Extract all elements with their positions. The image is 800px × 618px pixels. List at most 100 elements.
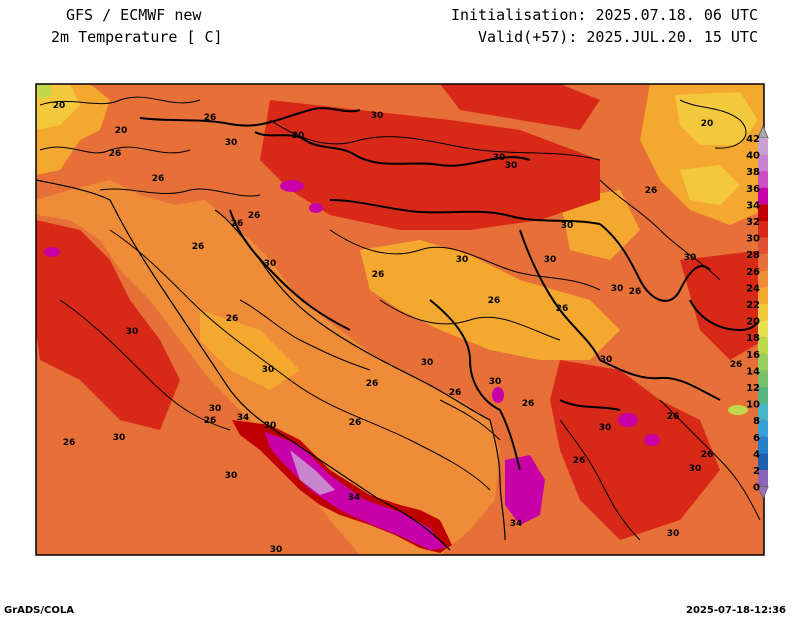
- contour-label: 30: [544, 255, 557, 265]
- contour-label-layer: 20 20 26 30 30 26 26 26 26 26 30 26 30 2…: [53, 101, 743, 555]
- contour-label: 30: [270, 545, 283, 555]
- contour-label: 26: [231, 219, 244, 229]
- contour-label: 30: [225, 138, 238, 148]
- contour-label: 30: [113, 433, 126, 443]
- contour-label: 30: [600, 355, 613, 365]
- colorbar-swatch: [758, 370, 768, 387]
- contour-label: 30: [493, 153, 506, 163]
- colorbar-arrow-down: [757, 486, 769, 500]
- colorbar-label: 8: [753, 416, 760, 427]
- colorbar-swatch: [758, 470, 768, 487]
- colorbar-label: 0: [753, 483, 760, 494]
- colorbar-label: 34: [746, 200, 760, 211]
- colorbar-label: 14: [746, 366, 760, 377]
- country-borders: [139, 107, 765, 471]
- colorbar-label: 10: [746, 400, 760, 411]
- contour-label: 26: [645, 186, 658, 196]
- colorbar-label: 38: [746, 167, 760, 178]
- contour-label: 26: [556, 304, 569, 314]
- contour-label: 26: [488, 296, 501, 306]
- contour-label: 26: [63, 438, 76, 448]
- contour-label: 30: [456, 255, 469, 265]
- colorbar-label: 22: [746, 300, 760, 311]
- contour-label: 30: [561, 221, 574, 231]
- contour-label: 26: [192, 242, 205, 252]
- contour-label: 30: [599, 423, 612, 433]
- variable-title: 2m Temperature [ C]: [51, 28, 223, 46]
- colorbar-swatch: [758, 171, 768, 188]
- colorbar-swatch: [758, 403, 768, 421]
- colorbar-swatch: [758, 287, 768, 304]
- footer-timestamp: 2025-07-18-12:36: [686, 605, 786, 616]
- colorbar-swatch: [758, 337, 768, 354]
- contour-label: 26: [248, 211, 261, 221]
- colorbar-swatch: [758, 270, 768, 288]
- contour-label: 30: [264, 421, 277, 431]
- contour-label: 26: [701, 450, 714, 460]
- colorbar-label: 18: [746, 333, 760, 344]
- colorbar-label: 32: [746, 217, 760, 228]
- contour-label: 30: [489, 377, 502, 387]
- colorbar-label: 28: [746, 250, 760, 261]
- contour-label: 26: [629, 287, 642, 297]
- footer-software: GrADS/COLA: [4, 605, 74, 616]
- contour-label: 26: [152, 174, 165, 184]
- contour-label: 26: [349, 418, 362, 428]
- contour-label: 30: [684, 253, 697, 263]
- contour-lines: [39, 96, 761, 541]
- temperature-field: [36, 84, 764, 555]
- colorbar-swatch: [758, 237, 768, 255]
- contour-label: 30: [371, 111, 384, 121]
- colorbar-label: 36: [746, 184, 760, 195]
- colorbar-swatch: [758, 187, 768, 205]
- colorbar-label: 12: [746, 383, 760, 394]
- contour-label: 30: [262, 365, 275, 375]
- contour-label: 30: [611, 284, 624, 294]
- contour-label: 26: [667, 412, 680, 422]
- contour-label: 34: [510, 519, 523, 529]
- contour-label: 20: [701, 119, 714, 129]
- contour-label: 26: [226, 314, 239, 324]
- colorbar-swatch: [758, 453, 768, 470]
- colorbar-swatch: [758, 320, 768, 338]
- coastlines: [35, 179, 506, 551]
- contour-label: 20: [53, 101, 66, 111]
- contour-label: 26: [573, 456, 586, 466]
- colorbar-label: 30: [746, 234, 760, 245]
- colorbar-swatch: [758, 436, 768, 454]
- colorbar-swatch: [758, 154, 768, 172]
- colorbar-label: 6: [753, 433, 760, 444]
- colorbar-label: 42: [746, 134, 760, 145]
- contour-label: 30: [421, 358, 434, 368]
- contour-label: 30: [209, 404, 222, 414]
- contour-label: 26: [109, 149, 122, 159]
- colorbar-swatch: [758, 304, 768, 321]
- colorbar-swatch: [758, 353, 768, 371]
- colorbar-swatch: [758, 387, 768, 404]
- contour-label: 34: [237, 413, 250, 423]
- contour-label: 30: [505, 161, 518, 171]
- contour-label: 26: [372, 270, 385, 280]
- colorbar-label: 2: [753, 466, 760, 477]
- contour-label: 30: [225, 471, 238, 481]
- colorbar-swatch: [758, 204, 768, 221]
- contour-label: 26: [204, 113, 217, 123]
- valid-time: Valid(+57): 2025.JUL.20. 15 UTC: [478, 28, 758, 46]
- contour-label: 30: [126, 327, 139, 337]
- colorbar-swatch: [758, 254, 768, 271]
- contour-label: 34: [348, 493, 361, 503]
- contour-label: 30: [689, 464, 702, 474]
- contour-label: 26: [366, 379, 379, 389]
- contour-label: 26: [730, 360, 743, 370]
- colorbar-label: 16: [746, 350, 760, 361]
- colorbar-label: 40: [746, 151, 760, 162]
- contour-label: 26: [522, 399, 535, 409]
- colorbar-label: 26: [746, 267, 760, 278]
- initialisation-time: Initialisation: 2025.07.18. 06 UTC: [450, 6, 758, 24]
- colorbar-swatch: [758, 221, 768, 238]
- colorbar-label: 20: [746, 317, 760, 328]
- contour-label: 20: [115, 126, 128, 136]
- contour-label: 30: [667, 529, 680, 539]
